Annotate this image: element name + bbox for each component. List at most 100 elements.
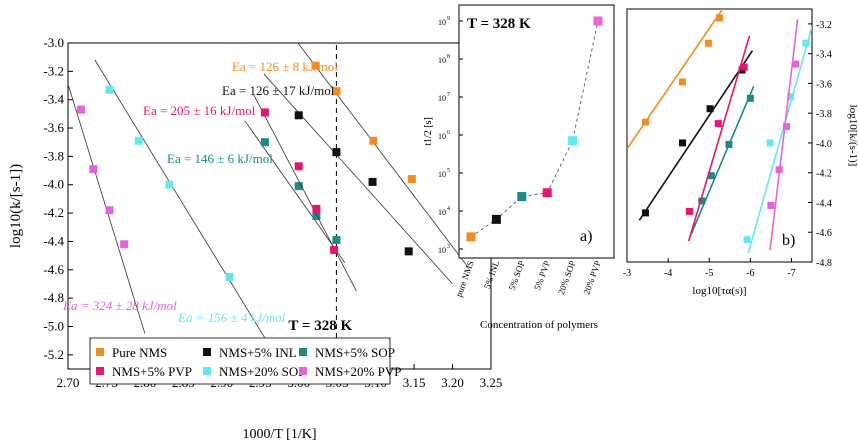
panel-a-y-tick-exponent: 3 <box>447 244 450 250</box>
panel-b-data-point <box>679 78 686 85</box>
panel-b-data-point <box>725 141 732 148</box>
main-data-point <box>135 137 143 145</box>
main-data-point <box>166 181 174 189</box>
main-fit-line <box>264 74 452 284</box>
panel-b-x-axis-label: log10[τα(s)] <box>692 285 746 297</box>
panel-a-category-label: 5% PVP <box>532 259 552 291</box>
main-x-tick-label: 3.20 <box>441 375 464 390</box>
main-data-point <box>330 246 338 254</box>
panel-b-data-point <box>747 95 754 102</box>
main-y-tick-label: -3.2 <box>43 63 64 78</box>
legend-marker <box>96 348 104 356</box>
panel-a-data-point <box>568 136 577 145</box>
panel-b-x-tick-label: -6 <box>746 268 754 279</box>
main-fit-line <box>245 121 345 263</box>
panel-a-y-tick-exponent: 6 <box>447 130 450 136</box>
panel-a-category-label: 5% INL <box>482 259 501 290</box>
main-panel: 2.702.752.802.852.902.953.003.053.103.15… <box>8 29 502 442</box>
main-data-point <box>261 138 269 146</box>
main-y-tick-label: -4.0 <box>43 177 64 192</box>
panel-b-fit-line <box>770 19 798 250</box>
panel-b-data-point <box>715 120 722 127</box>
panel-b-data-point <box>741 64 748 71</box>
legend-entry-label: NMS+5% INL <box>219 345 297 360</box>
main-ea-annotation: Ea = 126 ± 8 kJ/mol <box>232 59 338 74</box>
main-data-point <box>261 108 269 116</box>
legend-entry-label: Pure NMS <box>112 345 167 360</box>
panel-a-label: a) <box>580 228 592 245</box>
legend-entry-label: NMS+5% SOP <box>315 345 395 360</box>
main-ea-annotation: Ea = 324 ± 28 kJ/mol <box>62 298 177 313</box>
main-y-tick-label: -4.2 <box>43 205 64 220</box>
main-y-tick-label: -3.6 <box>43 120 64 135</box>
panel-b-data-point <box>705 40 712 47</box>
panel-a-frame <box>459 5 614 258</box>
main-y-tick-label: -4.6 <box>43 262 64 277</box>
main-data-point <box>332 236 340 244</box>
panel-a-y-tick-exponent: 8 <box>447 54 450 60</box>
panel-b-x-tick-label: -3 <box>623 268 631 279</box>
main-y-tick-label: -3.8 <box>43 148 64 163</box>
panel-a-title: T = 328 K <box>467 16 531 32</box>
main-x-tick-label: 3.25 <box>480 375 503 390</box>
legend-marker <box>299 348 307 356</box>
panel-a-category-label: 5% SOP <box>507 259 527 291</box>
panel-a-category-label: 20% SOP <box>556 259 577 296</box>
main-data-point <box>120 240 128 248</box>
panel-b-y-axis-label: log10[k/(s-1)] <box>847 105 859 167</box>
panel-a-y-tick-label: 10 <box>438 94 446 103</box>
main-ea-annotation: Ea = 156 ± 4 kJ/mol <box>177 310 286 325</box>
main-y-tick-label: -3.4 <box>43 92 64 107</box>
panel-b-data-point <box>792 61 799 68</box>
main-fit-line <box>253 93 357 291</box>
panel-b-data-point <box>802 40 809 47</box>
legend-entry-label: NMS+20% SOP <box>219 364 305 379</box>
main-data-point <box>369 178 377 186</box>
panel-b-data-point <box>744 236 751 243</box>
panel-b-y-tick-label: -3.4 <box>816 50 832 61</box>
main-data-point <box>408 175 416 183</box>
panel-a-data-point <box>492 215 501 224</box>
main-y-tick-label: -4.8 <box>43 290 64 305</box>
panel-b-data-point <box>642 209 649 216</box>
panel-a-category-label: 20% PVP <box>581 259 602 296</box>
main-data-point <box>89 165 97 173</box>
panel-b-fit-line <box>639 51 752 221</box>
legend-entry-label: NMS+20% PVP <box>315 364 401 379</box>
legend-marker <box>299 367 307 375</box>
main-data-point <box>312 212 320 220</box>
panel-b-data-point <box>716 14 723 21</box>
panel-a-y-tick-label: 10 <box>438 132 446 141</box>
panel-a-y-tick-label: 10 <box>438 18 446 27</box>
panel-b: -3 -4 -5 -6 -7 -3.2 -3.4 -3.6 -3.8 -4.0 -4.2 -4.4 -4… <box>623 2 859 297</box>
main-data-point <box>332 148 340 156</box>
panel-b-data-point <box>707 105 714 112</box>
main-data-point <box>226 273 234 281</box>
main-ea-annotation: Ea = 126 ± 17 kJ/mol <box>222 83 335 98</box>
main-x-tick-label: 2.70 <box>57 375 80 390</box>
panel-a-category-label: pure NMS <box>454 259 476 298</box>
legend-marker <box>203 367 211 375</box>
panel-a-y-tick-label: 10 <box>438 56 446 65</box>
legend-entry-label: NMS+5% PVP <box>112 364 192 379</box>
panel-b-y-tick-label: -3.2 <box>816 20 832 31</box>
main-y-tick-label: -4.4 <box>43 233 64 248</box>
main-y-tick-label: -3.0 <box>43 35 64 50</box>
panel-a-data-point <box>594 17 603 26</box>
panel-b-y-tick-label: -4.4 <box>816 198 832 209</box>
panel-b-data-point <box>783 123 790 130</box>
panel-b-y-tick-label: -4.0 <box>816 139 832 150</box>
main-data-point <box>77 106 85 114</box>
panel-a-data-point <box>517 192 526 201</box>
panel-b-y-tick-label: -3.6 <box>816 79 832 90</box>
panel-b-data-point <box>776 166 783 173</box>
main-data-point <box>295 162 303 170</box>
main-y-tick-label: -5.0 <box>43 318 64 333</box>
main-data-point <box>369 137 377 145</box>
panel-b-y-tick-label: -3.8 <box>816 109 832 120</box>
legend-marker <box>203 348 211 356</box>
panel-a-x-axis-label: Concentration of polymers <box>480 319 598 331</box>
panel-b-x-tick-label: -7 <box>787 268 795 279</box>
